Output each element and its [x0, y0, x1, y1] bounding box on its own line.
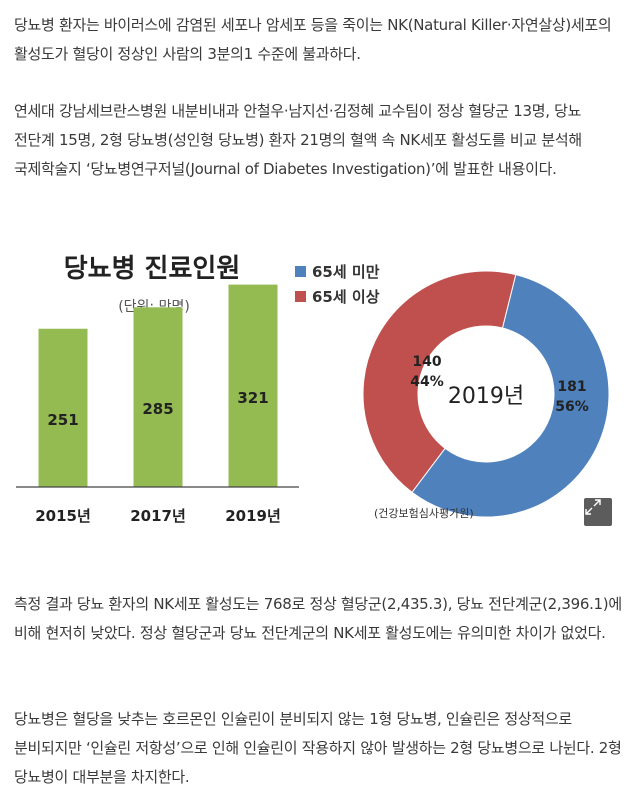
legend-label-1: 65세 이상 [312, 288, 380, 306]
paragraph-3: 측정 결과 당뇨 환자의 NK세포 활성도는 768로 정상 혈당군(2,435… [14, 595, 622, 642]
bar-2 [228, 284, 278, 487]
infographic-svg: 당뇨병 진료인원 (단위: 만명) 2512015년2852017년321201… [16, 254, 610, 525]
donut-legend: 65세 미만 65세 이상 [295, 263, 380, 306]
donut-value-label-1: 140 [412, 354, 441, 370]
bar-chart-title: 당뇨병 진료인원 [64, 254, 241, 284]
bar-category-label-0: 2015년 [35, 507, 91, 525]
bar-value-label-2: 321 [237, 389, 268, 407]
legend-swatch-0 [295, 266, 306, 277]
donut-slice-1 [362, 270, 517, 493]
infographic: 당뇨병 진료인원 (단위: 만명) 251 2015년 285 2017년 321 201… [12, 238, 622, 538]
paragraph-4: 당뇨병은 혈당을 낮추는 호르몬인 인슐린이 분비되지 않는 1형 당뇨병, 인… [14, 710, 622, 786]
paragraph-2: 연세대 강남세브란스병원 내분비내과 안철우·남지선·김정혜 교수팀이 정상 혈… [14, 102, 582, 178]
legend-label-0: 65세 미만 [312, 263, 380, 281]
donut-chart: 181 56% 140 44% [362, 270, 610, 518]
donut-percent-label-1: 44% [410, 374, 444, 390]
bar-0 [38, 328, 88, 487]
expand-icon [585, 499, 601, 515]
donut-percent-label-0: 56% [555, 399, 589, 415]
source-label: (건강보험심사평가원) [374, 507, 474, 520]
bar-chart-bars: 251 2015년 285 2017년 321 2019년 [35, 284, 281, 525]
bar-category-label-1: 2017년 [130, 507, 186, 525]
donut-center-label: 2019년 [448, 384, 524, 409]
bar-value-label-1: 285 [142, 400, 173, 418]
bar-category-label-2: 2019년 [225, 507, 281, 525]
donut-slice-0 [411, 274, 610, 518]
expand-image-button[interactable] [584, 498, 612, 526]
bar-value-label-0: 251 [47, 411, 78, 429]
paragraph-1: 당뇨병 환자는 바이러스에 감염된 세포나 암세포 등을 죽이는 NK(Natu… [14, 16, 612, 63]
legend-swatch-1 [295, 291, 306, 302]
donut-value-label-0: 181 [557, 379, 586, 395]
bar-1 [133, 307, 183, 487]
